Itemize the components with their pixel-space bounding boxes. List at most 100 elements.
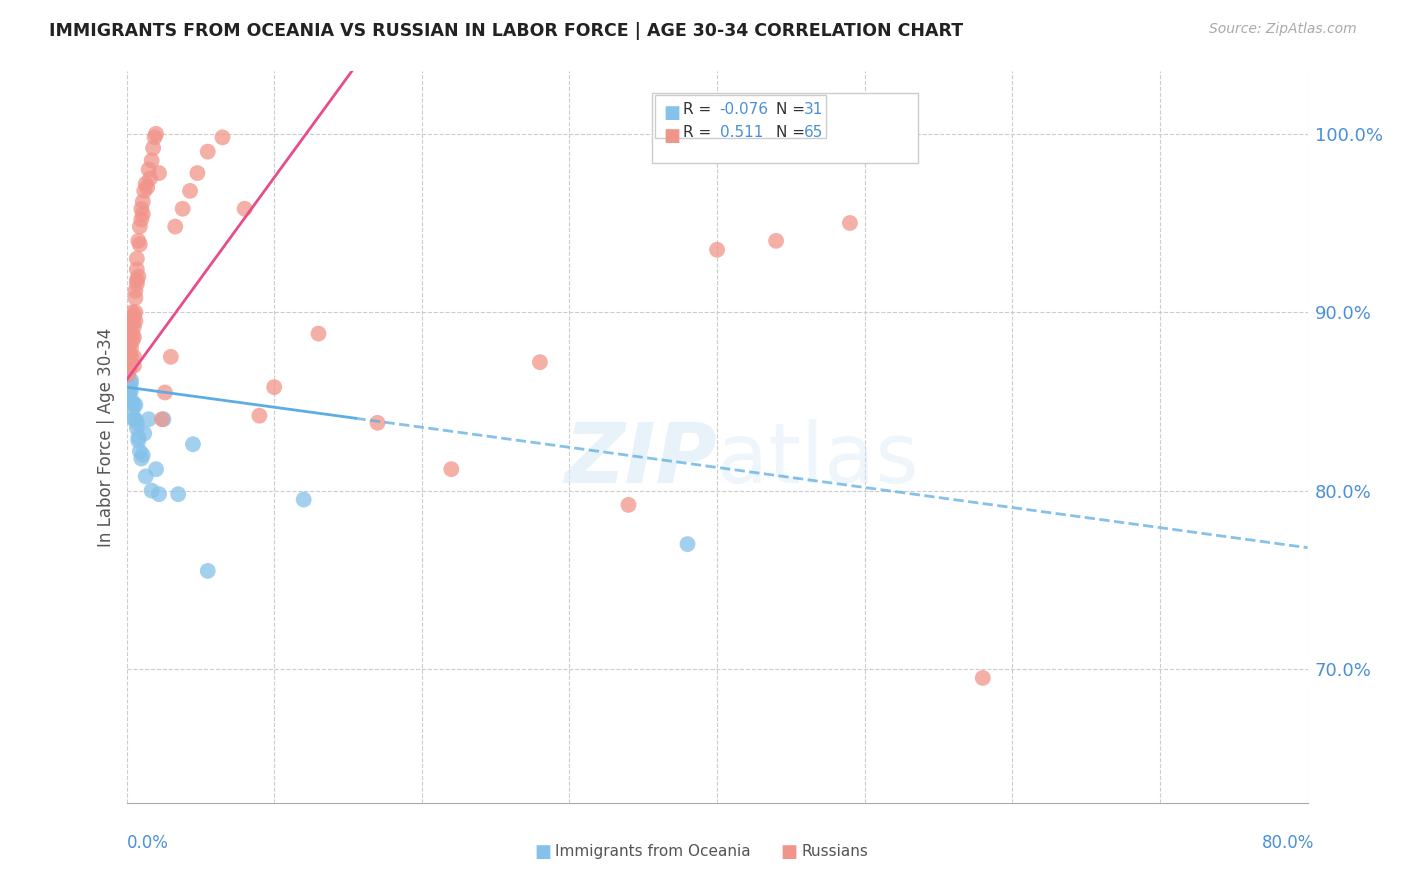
Point	[132, 207, 155, 221]
Point	[127, 234, 149, 248]
Point	[153, 385, 176, 400]
Text: Russians: Russians	[801, 845, 869, 859]
Point	[617, 498, 640, 512]
Point	[136, 180, 159, 194]
Point	[122, 309, 145, 323]
Point	[122, 350, 145, 364]
Point	[118, 385, 141, 400]
Point	[120, 384, 142, 398]
Point	[148, 487, 170, 501]
Point	[838, 216, 860, 230]
Point	[120, 319, 142, 334]
Point	[233, 202, 256, 216]
Point	[292, 492, 315, 507]
Point	[118, 337, 141, 351]
Point	[211, 130, 233, 145]
Point	[124, 412, 146, 426]
Point	[121, 305, 143, 319]
Point	[121, 394, 143, 409]
Point	[128, 444, 150, 458]
Point	[118, 380, 141, 394]
Text: ■: ■	[780, 843, 797, 861]
Point	[124, 314, 146, 328]
Text: ■: ■	[664, 128, 681, 145]
Point	[120, 355, 142, 369]
Point	[124, 305, 146, 319]
Point	[118, 348, 141, 362]
Point	[308, 326, 330, 341]
Point	[135, 177, 157, 191]
Point	[117, 368, 139, 382]
Point	[134, 184, 156, 198]
Text: Source: ZipAtlas.com: Source: ZipAtlas.com	[1209, 22, 1357, 37]
Point	[124, 291, 146, 305]
Text: IMMIGRANTS FROM OCEANIA VS RUSSIAN IN LABOR FORCE | AGE 30-34 CORRELATION CHART: IMMIGRANTS FROM OCEANIA VS RUSSIAN IN LA…	[49, 22, 963, 40]
Point	[139, 171, 162, 186]
Point	[135, 469, 157, 483]
Point	[132, 194, 155, 209]
Text: 0.511: 0.511	[720, 126, 763, 140]
Text: ZIP: ZIP	[564, 418, 717, 500]
Point	[529, 355, 551, 369]
Text: N =: N =	[776, 126, 810, 140]
Point	[972, 671, 994, 685]
Point	[120, 376, 142, 391]
Point	[124, 398, 146, 412]
Point	[142, 141, 165, 155]
Point	[121, 334, 143, 348]
Point	[150, 412, 173, 426]
Point	[141, 153, 163, 168]
Point	[121, 326, 143, 341]
Point	[138, 162, 160, 177]
Point	[125, 277, 148, 291]
Text: 80.0%: 80.0%	[1263, 834, 1315, 852]
Point	[181, 437, 204, 451]
Text: N =: N =	[776, 103, 810, 117]
Text: R =: R =	[683, 103, 716, 117]
Point	[122, 412, 145, 426]
Point	[172, 202, 194, 216]
Point	[129, 451, 153, 466]
Point	[122, 319, 145, 334]
Point	[117, 384, 139, 398]
Point	[145, 462, 167, 476]
Point	[121, 314, 143, 328]
Point	[120, 373, 142, 387]
Point	[128, 237, 150, 252]
Text: -0.076: -0.076	[720, 103, 769, 117]
Point	[167, 487, 190, 501]
Point	[120, 341, 142, 355]
Text: R =: R =	[683, 126, 716, 140]
Point	[127, 269, 149, 284]
Point	[125, 252, 148, 266]
Point	[165, 219, 187, 234]
Point	[127, 434, 149, 448]
Text: 31: 31	[804, 103, 824, 117]
Point	[122, 359, 145, 373]
Point	[367, 416, 389, 430]
Text: atlas: atlas	[717, 418, 918, 500]
Point	[440, 462, 463, 476]
Y-axis label: In Labor Force | Age 30-34: In Labor Force | Age 30-34	[97, 327, 115, 547]
Point	[197, 564, 219, 578]
Point	[676, 537, 699, 551]
Point	[765, 234, 787, 248]
Point	[186, 166, 208, 180]
Point	[129, 212, 153, 227]
Point	[179, 184, 201, 198]
Text: ■: ■	[534, 843, 551, 861]
Point	[128, 219, 150, 234]
Text: Immigrants from Oceania: Immigrants from Oceania	[555, 845, 751, 859]
Point	[160, 350, 183, 364]
Text: 65: 65	[804, 126, 824, 140]
Point	[263, 380, 285, 394]
Point	[125, 416, 148, 430]
Point	[145, 127, 167, 141]
Point	[122, 330, 145, 344]
Point	[125, 262, 148, 277]
Point	[124, 284, 146, 298]
Point	[134, 426, 156, 441]
Point	[127, 430, 149, 444]
Point	[706, 243, 728, 257]
Point	[152, 412, 174, 426]
